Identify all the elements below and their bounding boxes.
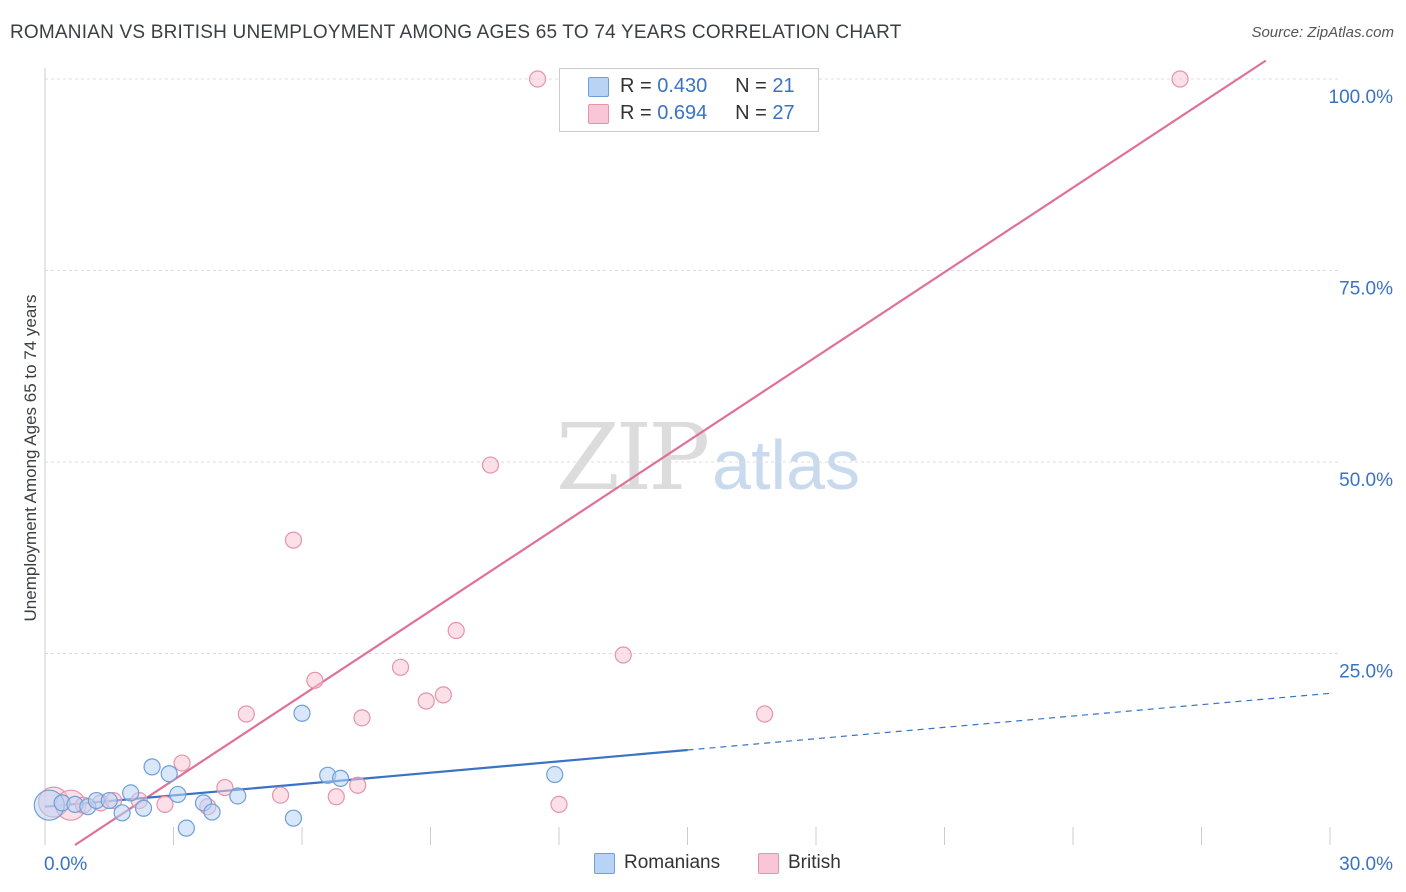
romanian-point-16 [284,809,303,827]
y-tick-label-2: 75.0% [1339,279,1393,300]
romanian-point-8 [134,799,153,817]
british-point-22 [528,70,547,88]
x-tick-label-0: 0.0% [44,854,87,875]
grid-lines [45,78,1340,654]
romanian-point-14 [203,803,221,821]
watermark-atlas: atlas [712,426,861,504]
romanian-point-10 [160,765,178,783]
british-point-16 [349,776,367,794]
british-point-15 [353,709,371,727]
r-value: 0.694 [657,102,708,124]
chart-source: Source: ZipAtlas.com [1251,24,1394,41]
romanian-point-19 [331,769,350,787]
british-point-14 [327,788,345,806]
romanian-point-12 [177,819,195,837]
chart-title: ROMANIAN VS BRITISH UNEMPLOYMENT AMONG A… [10,22,902,43]
stats-legend: R = 0.430 N = 21 R = 0.694 N = 27 [559,68,819,132]
british-point-13 [306,671,324,689]
romanian-trend-line [44,748,688,808]
british-point-19 [434,686,452,704]
y-tick-label-0: 25.0% [1339,662,1393,683]
data-points [33,70,1189,837]
british-point-11 [271,786,290,804]
n-value: 21 [772,75,795,97]
romanians-legend-swatch [594,853,615,874]
romanian-point-7 [122,784,140,802]
n-label: N = [735,102,767,124]
romanians-swatch [588,77,609,97]
romanians-legend-label: Romanians [624,852,721,873]
british-point-7 [173,754,191,772]
british-swatch [588,104,609,124]
british-legend-label: British [788,852,841,873]
british-legend-swatch [758,853,779,874]
tick-labels: 25.0% 50.0% 75.0% 100.0% 0.0% 30.0% [44,87,1393,875]
british-point-18 [417,692,435,710]
watermark-zip: ZIP [556,404,710,511]
axes [44,68,1331,845]
british-point-9 [216,778,234,797]
british-point-26 [755,705,774,723]
r-label: R = [620,102,652,124]
romanian-point-15 [229,787,247,805]
british-point-10 [237,705,255,723]
romanian-point-20 [546,765,564,784]
n-value: 27 [772,102,795,124]
y-tick-label-3: 100.0% [1329,87,1394,108]
british-point-6 [156,795,174,814]
romanian-point-9 [143,758,161,776]
romanian-point-5 [100,791,118,810]
british-point-23 [550,795,568,814]
r-value: 0.430 [657,75,708,97]
zipatlas-watermark: ZIPatlas [556,404,860,511]
british-point-24 [614,646,632,664]
romanian-point-11 [169,785,187,804]
x-tick-label-1: 30.0% [1339,854,1393,875]
y-tick-label-1: 50.0% [1339,470,1393,491]
romanian-trend-line-dashed [687,692,1331,751]
british-point-20 [447,621,465,640]
romanian-point-6 [113,804,131,822]
british-point-21 [481,456,500,474]
british-trend-line [74,59,1267,846]
n-label: N = [735,75,767,97]
romanian-point-17 [293,704,311,722]
british-point-27 [1171,70,1189,88]
trend-lines [44,59,1331,846]
british-point-12 [284,531,303,549]
r-label: R = [620,75,652,97]
british-point-17 [391,658,410,676]
